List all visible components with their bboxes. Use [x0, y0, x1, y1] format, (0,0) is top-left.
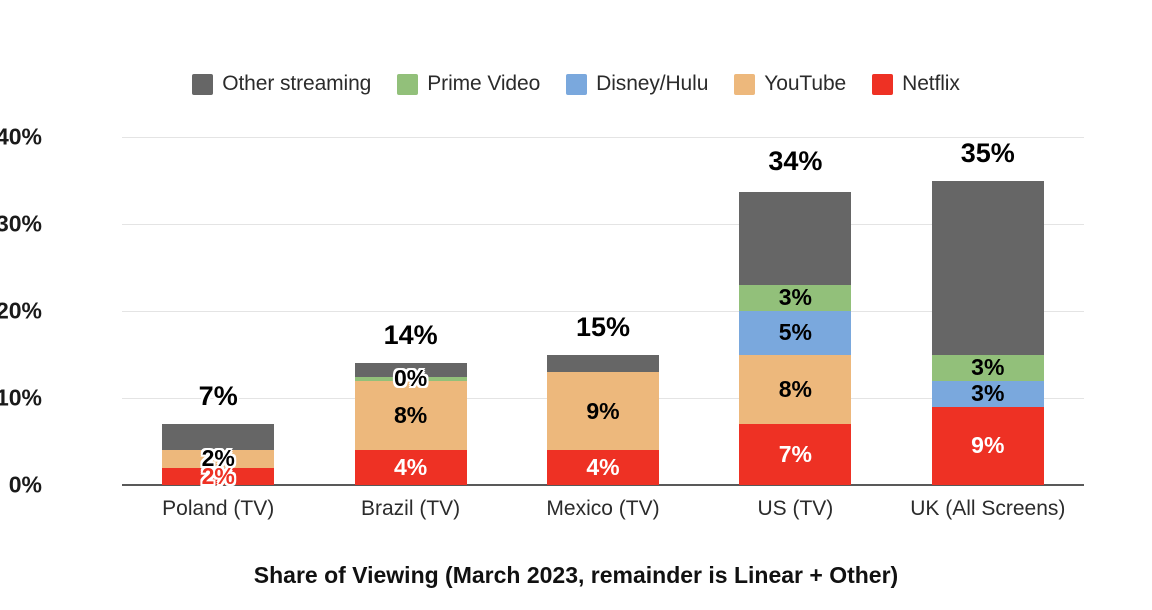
gridline — [122, 224, 1084, 225]
legend-item-label: Disney/Hulu — [596, 72, 709, 95]
segment-value-label: 4% — [586, 454, 620, 481]
segment-value-label: 4% — [393, 454, 428, 481]
bar-segment[interactable] — [354, 363, 467, 378]
segment-value-label: 3% — [971, 380, 1005, 407]
bar-segment[interactable]: 8% — [739, 354, 852, 425]
y-axis-tick-label: 40% — [0, 123, 42, 150]
bar-segment[interactable]: 4% — [354, 450, 467, 485]
legend-item-label: Netflix — [902, 72, 960, 95]
segment-value-label: 8% — [778, 375, 813, 402]
bar-segment[interactable]: 8% — [354, 380, 467, 451]
y-axis-tick-label: 20% — [0, 297, 42, 324]
x-axis-tick-label: Mexico (TV) — [546, 497, 660, 520]
bar-segment[interactable] — [547, 354, 659, 372]
y-axis-tick-label: 30% — [0, 210, 42, 237]
bar-segment[interactable]: 2% — [162, 462, 275, 489]
x-axis-tick-label: US (TV) — [757, 497, 834, 520]
legend-item-label: Prime Video — [427, 72, 541, 95]
legend-swatch-icon — [397, 73, 419, 95]
bar-stack[interactable]: 2% 2% 7% — [162, 381, 275, 489]
legend-item[interactable]: Prime Video — [397, 72, 540, 96]
segment-value-label: 3% — [778, 284, 813, 311]
bar-segment[interactable]: 3% — [931, 380, 1044, 407]
legend-item[interactable]: Disney/Hulu — [566, 72, 708, 96]
bar-segment[interactable]: 3% — [931, 354, 1044, 381]
legend-item[interactable]: Other streaming — [192, 72, 371, 96]
segment-value-label: 0% — [393, 365, 428, 392]
bar-segment[interactable]: 4% — [547, 450, 659, 485]
bar-stack[interactable]: 9% 3% 3% 35% — [931, 138, 1044, 485]
bar-segment[interactable]: 3% — [739, 284, 852, 312]
bar-stack[interactable]: 4% 8% 0% 14% — [354, 320, 467, 485]
x-axis-tick-label: Poland (TV) — [162, 497, 275, 520]
segment-value-label: 7% — [778, 441, 813, 468]
y-axis-tick-label: 10% — [0, 384, 42, 411]
bar-segment[interactable]: 0% — [354, 367, 467, 390]
bar-segment[interactable]: 9% — [931, 406, 1044, 485]
chart-caption: Share of Viewing (March 2023, remainder … — [253, 562, 899, 588]
bar-total-label: 34% — [768, 146, 823, 177]
segment-value-label: 3% — [971, 354, 1005, 381]
segment-value-label: 2% — [201, 462, 235, 489]
segment-value-label: 9% — [971, 432, 1005, 459]
legend-swatch-icon — [192, 73, 214, 95]
bar-segment[interactable]: 7% — [739, 424, 852, 485]
bar-total-label: 14% — [383, 320, 438, 351]
gridline — [122, 311, 1084, 312]
bar-segment[interactable] — [931, 180, 1044, 355]
gridline — [122, 137, 1084, 138]
legend-swatch-icon — [566, 73, 588, 95]
bar-stack[interactable]: 7% 8% 5% 3% 34% — [739, 146, 852, 485]
bar-segment[interactable]: 5% — [739, 311, 852, 355]
bar-segment[interactable]: 2% — [162, 445, 275, 472]
x-axis-line — [122, 484, 1084, 486]
bar-total-label: 35% — [960, 137, 1015, 168]
y-axis-tick-label: 0% — [8, 471, 42, 498]
legend-item-label: YouTube — [764, 72, 847, 95]
legend-item[interactable]: YouTube — [734, 72, 846, 96]
segment-value-label: 8% — [393, 401, 428, 428]
bar-segment[interactable] — [162, 424, 275, 451]
legend-swatch-icon — [734, 73, 756, 95]
bar-total-label: 7% — [198, 381, 238, 412]
segment-value-label: 9% — [586, 397, 620, 424]
segment-value-label: 5% — [778, 319, 813, 346]
bar-segment[interactable]: 9% — [547, 371, 659, 451]
legend-item[interactable]: Netflix — [872, 72, 960, 96]
plot-area: 0% 10% 20% 30% 40% 2% 2% 7% 4% 8% 0% 14% 4% 9% 15% 7% 8%… — [0, 124, 1084, 498]
legend-swatch-icon — [872, 73, 894, 95]
chart-legend: Other streaming Prime Video Disney/Hulu You… — [0, 72, 1152, 96]
bar-total-label: 15% — [575, 311, 631, 342]
legend-item-label: Other streaming — [222, 72, 372, 95]
bar-stack[interactable]: 4% 9% 15% — [547, 312, 659, 485]
x-axis-tick-label: UK (All Screens) — [910, 497, 1066, 520]
x-axis-tick-label: Brazil (TV) — [361, 497, 461, 520]
segment-value-label: 2% — [201, 445, 235, 472]
bar-segment[interactable] — [739, 191, 852, 285]
